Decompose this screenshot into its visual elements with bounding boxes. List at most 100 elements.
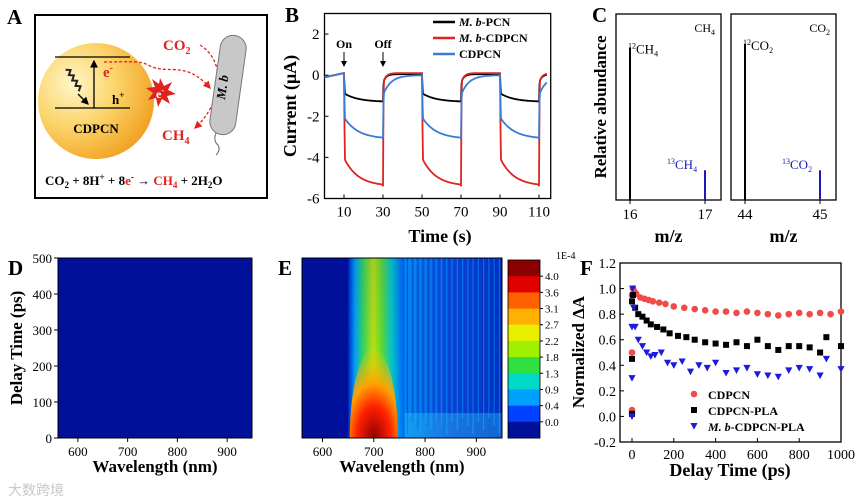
colorbar-cell [508,389,540,407]
panel-b-photocurrent-chart: 10 30 50 70 90 110 2 0 -2 -4 -6 Time (s) Current (μA… [280,12,552,247]
series-line-cdpcn [324,72,548,140]
data-point-circle [670,303,678,310]
y-axis-label: Normalized ΔA [569,295,588,408]
electron-label: e- [103,63,113,81]
data-point-circle [764,310,772,318]
y-tick-label: 0.0 [599,410,617,425]
reaction-equation: CO2 + 8H+ + 8e- → CH4 + 2H2O [45,172,223,190]
data-point-circle [785,310,793,318]
colorbar-cell [508,260,540,277]
data-point-triangle-down [663,359,672,367]
data-point-circle [649,298,657,305]
plot-frame [323,12,552,200]
series-line-cdpcn [324,72,547,187]
data-point-circle [691,305,698,313]
data-point-triangle-down [657,349,665,357]
data-point-square [635,311,642,318]
data-point-triangle-down [712,359,720,367]
colorbar-cell [508,276,540,293]
legend-label: M. b-PCN [458,15,511,29]
legend-marker [690,390,698,398]
microbe-flagellum [214,132,220,156]
y-tick-label: 2 [312,27,320,43]
data-point-square [702,339,709,346]
data-point-triangle-down [743,364,751,372]
watermark: 大数跨境 [8,483,64,499]
x-tick-label: 45 [813,207,828,223]
legend-label: CDPCN [459,47,501,61]
x-tick-label: 600 [68,444,88,459]
colorbar-cell [508,373,540,390]
x-tick-label: 50 [415,205,430,221]
legend-label: M. b-CDPCN-PLA [707,420,805,434]
data-point-circle [655,299,663,306]
particle-label: CDPCN [73,121,119,136]
plot-frame [619,262,842,443]
x-tick-label: 90 [493,205,508,221]
co2-label: CO2 [163,38,191,57]
data-point-circle [712,308,719,315]
data-point-triangle-down [678,358,686,366]
colorbar-cell [508,324,540,342]
data-point-square [838,343,844,350]
microbe-label: M. b [213,74,231,102]
colorbar-cell [508,405,540,423]
data-point-square [796,343,803,350]
panel-c-mass-spectra: Relative abundance CH4 16 17 m/z 12CH4 13CH4 CO… [591,13,837,246]
data-point-triangle-down [753,371,761,378]
data-point-square [683,334,690,341]
x-axis-label: Delay Time (ps) [669,460,790,481]
x-tick-label: 16 [623,207,639,223]
electron-burst-icon [146,78,176,107]
series-line-pcn [324,72,548,105]
data-point-square [654,323,661,330]
x-tick-label: 1000 [827,448,855,463]
y-tick-label: -6 [307,192,320,208]
data-point-square [647,321,654,328]
colorbar-tick-label: 4.0 [545,271,559,283]
x-tick-label: 0 [629,448,636,463]
legend-marker [690,423,698,430]
y-tick-label: 0.2 [599,385,617,400]
colorbar-cell [508,357,540,374]
colorbar-cell [508,308,540,326]
x-axis-label: Wavelength (nm) [339,457,464,476]
x-axis-label: Wavelength (nm) [92,457,217,476]
cdpcn-particle [38,43,154,159]
y-tick-label: -0.2 [594,436,616,451]
panel-label-d: D [8,256,23,280]
colorbar-cell [508,421,540,439]
panel-label-c: C [592,3,607,27]
legend-label: M. b-CDPCN [458,31,528,45]
x-tick-label: 17 [698,207,714,223]
panel-label-e: E [278,256,292,280]
colorbar-tick-label: 3.6 [545,287,559,299]
data-point-circle [743,308,751,315]
legend-label: CDPCN [708,388,750,402]
panel-f-kinetics-chart: 0 200 400 600 800 1000 1.2 1.0 0.8 0.6 0.4 0.2 0.0 -0… [569,257,855,481]
data-point-triangle-down [638,343,647,350]
x-tick-label: 600 [747,448,768,463]
data-point-triangle-down [634,336,642,344]
data-point-circle [628,349,636,356]
data-point-circle [662,300,669,308]
colorbar-tick-label: 0.9 [545,384,559,396]
x-tick-label: 30 [376,205,391,221]
data-point-triangle-down [806,366,814,373]
data-point-triangle-down [785,367,793,374]
data-point-circle [775,312,782,319]
data-point-triangle-down [628,375,636,382]
data-point-triangle-down [837,366,845,373]
x-tick-label: 700 [118,444,138,459]
subplot-frame [730,13,837,201]
data-point-square [823,334,830,341]
data-point-circle [816,309,824,317]
data-point-triangle-down [628,413,636,421]
colorbar-tick-label: 1.8 [545,352,559,364]
colorbar-scale-label: 1E-4 [556,251,575,262]
data-point-circle [837,308,845,315]
panel-label-b: B [285,3,299,27]
x-tick-label: 600 [313,444,333,459]
light-arrow [77,93,89,105]
